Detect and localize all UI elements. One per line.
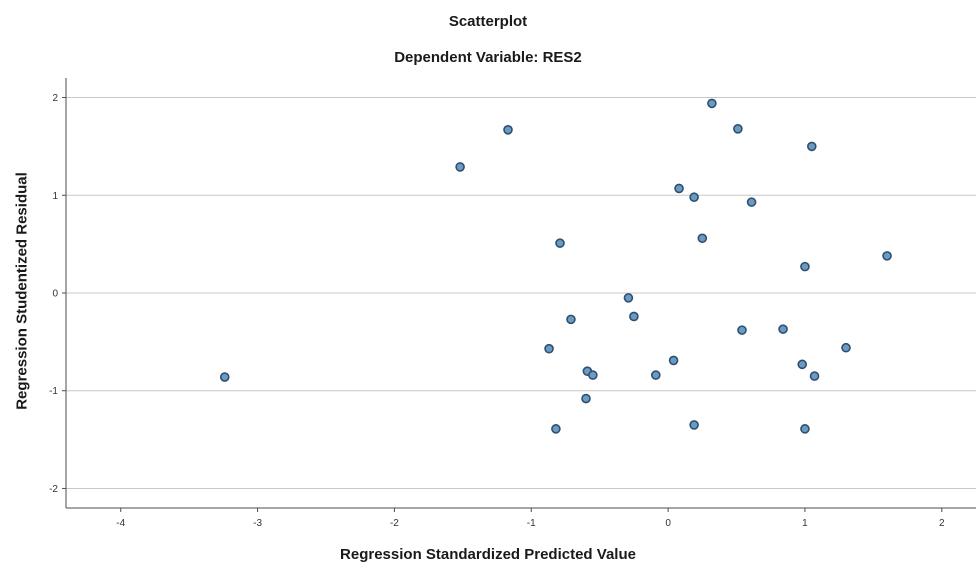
y-tick-label: 0 bbox=[52, 289, 58, 300]
x-tick-label: -3 bbox=[253, 518, 262, 529]
data-point bbox=[746, 197, 757, 207]
data-point bbox=[882, 251, 892, 261]
data-point bbox=[800, 261, 810, 272]
data-point bbox=[588, 370, 598, 380]
chart-subtitle: Dependent Variable: RES2 bbox=[394, 49, 582, 66]
data-point bbox=[689, 420, 699, 430]
data-points bbox=[219, 98, 892, 434]
chart-title: Scatterplot bbox=[448, 13, 528, 30]
x-tick-label: -2 bbox=[390, 518, 399, 529]
y-tick-label: 2 bbox=[52, 93, 58, 104]
data-point bbox=[623, 293, 634, 303]
data-point bbox=[455, 162, 465, 172]
tick-labels: -2 -1 0 1 2 -4 -3 -2 -1 0 1 2 bbox=[49, 93, 945, 529]
y-tick-label: -1 bbox=[49, 386, 58, 397]
data-point bbox=[503, 124, 513, 135]
data-point bbox=[841, 342, 851, 353]
y-tick-label: -2 bbox=[49, 484, 58, 495]
x-tick-label: -4 bbox=[116, 518, 125, 529]
data-point bbox=[581, 393, 591, 404]
data-point bbox=[544, 343, 554, 354]
data-point bbox=[668, 355, 679, 366]
data-point bbox=[674, 183, 684, 194]
data-point bbox=[733, 124, 743, 134]
x-tick-label: 1 bbox=[802, 518, 808, 529]
data-point bbox=[809, 371, 820, 381]
data-point bbox=[737, 325, 747, 335]
data-point bbox=[650, 370, 661, 380]
data-point bbox=[707, 98, 717, 109]
x-tick-label: 2 bbox=[939, 518, 945, 529]
y-axis-label: Regression Studentized Residual bbox=[13, 172, 31, 410]
x-tick-label: 0 bbox=[665, 518, 671, 529]
data-point bbox=[697, 233, 708, 244]
x-axis-label: Regression Standardized Predicted Value bbox=[340, 546, 636, 563]
data-point bbox=[778, 324, 788, 334]
data-point bbox=[806, 141, 817, 152]
data-point bbox=[555, 238, 565, 248]
data-point bbox=[566, 314, 576, 325]
y-tick-label: 1 bbox=[52, 191, 58, 202]
data-point bbox=[629, 311, 639, 322]
data-point bbox=[797, 359, 808, 370]
x-tick-label: -1 bbox=[527, 518, 536, 529]
data-point bbox=[800, 424, 810, 434]
grid-lines bbox=[66, 97, 976, 489]
data-point bbox=[219, 372, 230, 382]
axes bbox=[62, 78, 976, 512]
data-point bbox=[689, 192, 699, 203]
data-point bbox=[551, 424, 561, 434]
